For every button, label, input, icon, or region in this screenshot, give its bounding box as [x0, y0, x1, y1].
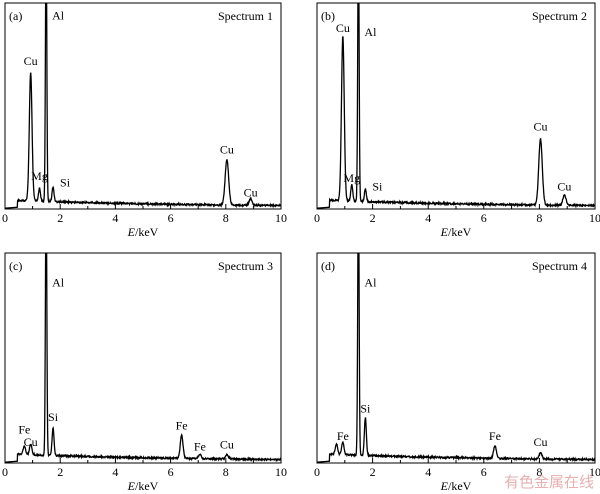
- peak-label-si: Si: [60, 175, 71, 189]
- x-tick-label: 2: [57, 465, 63, 479]
- panel-label: (c): [9, 259, 22, 273]
- x-tick-label: 4: [425, 211, 431, 225]
- x-axis-label-unit: /keV: [135, 479, 159, 493]
- x-tick-label: 0: [2, 211, 8, 225]
- spectrum-panel-4: 0 2 4 6 8 10 E/keV (d) Spectrum 4 Al Fe Si Fe Cu: [314, 252, 600, 493]
- x-axis-label-unit: /keV: [135, 225, 159, 239]
- peak-label-al: Al: [52, 8, 65, 22]
- x-tick-label: 8: [223, 211, 229, 225]
- x-axis-label: E/keV: [440, 479, 472, 493]
- spectrum-trace: [5, 253, 281, 463]
- peak-label-cu: Cu: [220, 437, 234, 451]
- x-tick-label: 8: [536, 211, 542, 225]
- peak-label-fe: Fe: [337, 429, 349, 443]
- x-tick-label: 2: [370, 211, 376, 225]
- x-tick-label: 4: [112, 465, 118, 479]
- spectrum-trace: [5, 3, 281, 209]
- peak-label-cu: Cu: [24, 54, 38, 68]
- peak-label-cu: Cu: [557, 179, 571, 193]
- x-tick-label: 6: [168, 211, 174, 225]
- peak-label-cu: Cu: [534, 435, 548, 449]
- x-tick-label: 0: [2, 465, 8, 479]
- peak-label-si: Si: [48, 410, 59, 424]
- spectrum-title: Spectrum 2: [532, 9, 587, 23]
- peak-label-si: Si: [372, 179, 383, 193]
- x-axis-label-symbol: E: [127, 225, 136, 239]
- peak-label-fe: Fe: [489, 429, 501, 443]
- panel-label: (b): [321, 9, 335, 23]
- x-tick-label: 10: [589, 465, 600, 479]
- peak-label-si: Si: [360, 402, 371, 416]
- peak-label-fe: Fe: [18, 423, 30, 437]
- panel-label: (d): [321, 259, 335, 273]
- x-tick-label: 8: [223, 465, 229, 479]
- spectrum-trace: [317, 253, 595, 463]
- peak-label-mg: Mg: [343, 171, 360, 185]
- x-axis-label-symbol: E: [127, 479, 136, 493]
- x-tick-label: 10: [275, 465, 287, 479]
- spectrum-panel-2: 0 2 4 6 8 10 E/keV (b) Spectrum 2 Cu Al Mg Si Cu Cu: [314, 2, 600, 239]
- watermark: 有色金属在线: [503, 473, 594, 491]
- peak-label-cu: Cu: [244, 186, 258, 200]
- x-tick-label: 8: [536, 465, 542, 479]
- peak-label-cu: Cu: [336, 21, 350, 35]
- peak-label-cu: Cu: [534, 120, 548, 134]
- peak-label-al: Al: [52, 276, 65, 290]
- x-tick-label: 0: [314, 211, 320, 225]
- spectrum-title: Spectrum 4: [532, 259, 587, 273]
- x-tick-label: 4: [112, 211, 118, 225]
- x-axis-label: E/keV: [127, 479, 159, 493]
- x-tick-label: 6: [168, 465, 174, 479]
- peak-label-fe: Fe: [176, 418, 188, 432]
- spectrum-title: Spectrum 1: [218, 9, 273, 23]
- x-tick-label: 2: [57, 211, 63, 225]
- x-axis-label-unit: /keV: [448, 225, 472, 239]
- spectrum-trace: [317, 3, 595, 209]
- peak-label-cu: Cu: [220, 142, 234, 156]
- peak-label-cu: Cu: [24, 435, 38, 449]
- x-tick-label: 4: [425, 465, 431, 479]
- spectrum-title: Spectrum 3: [218, 259, 273, 273]
- x-axis-label: E/keV: [440, 225, 472, 239]
- x-tick-label: 2: [370, 465, 376, 479]
- panel-label: (a): [9, 9, 22, 23]
- x-tick-label: 6: [481, 465, 487, 479]
- x-axis-label: E/keV: [127, 225, 159, 239]
- spectrum-panel-1: 0 2 4 6 8 10 E/keV (a) Spectrum 1 Al Cu Mg Si Cu Cu: [2, 2, 287, 239]
- x-tick-label: 10: [589, 211, 600, 225]
- peak-label-mg: Mg: [31, 169, 48, 183]
- x-tick-label: 6: [481, 211, 487, 225]
- peak-label-al: Al: [364, 276, 377, 290]
- x-axis-label-unit: /keV: [448, 479, 472, 493]
- x-tick-label: 0: [314, 465, 320, 479]
- x-axis-label-symbol: E: [440, 225, 449, 239]
- x-axis-label-symbol: E: [440, 479, 449, 493]
- x-tick-label: 10: [275, 211, 287, 225]
- peak-label-al: Al: [364, 25, 377, 39]
- peak-label-fe: Fe: [194, 439, 206, 453]
